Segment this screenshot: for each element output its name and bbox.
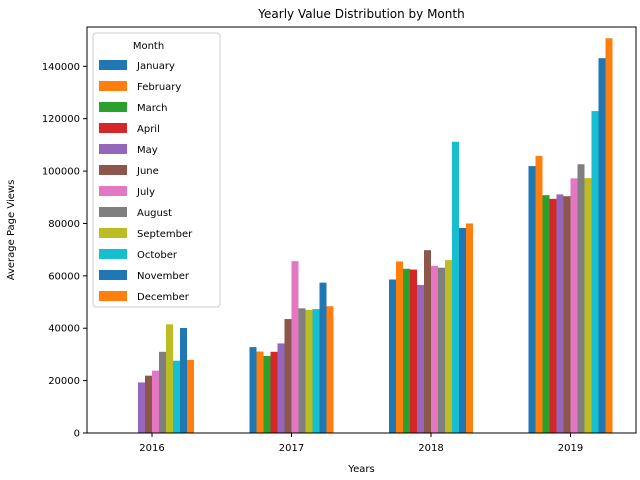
bar-march-2017 bbox=[263, 355, 271, 433]
legend: Month January February March April May June Jul… bbox=[92, 32, 221, 308]
bar-november-2017 bbox=[319, 282, 327, 433]
legend-label-march: March bbox=[137, 103, 167, 114]
bar-february-2018 bbox=[396, 261, 403, 433]
bar-november-2016 bbox=[180, 327, 187, 433]
bar-december-2019 bbox=[605, 38, 613, 433]
bar-november-2018 bbox=[459, 227, 466, 433]
bar-may-2018 bbox=[417, 285, 424, 433]
legend-label-january: January bbox=[136, 61, 175, 72]
legend-label-may: May bbox=[137, 145, 158, 156]
bar-june-2019 bbox=[563, 196, 571, 433]
bar-may-2019 bbox=[556, 194, 564, 433]
bar-february-2019 bbox=[535, 155, 543, 433]
legend-label-september: September bbox=[137, 229, 193, 240]
legend-label-february: February bbox=[137, 82, 181, 93]
chart-title: Yearly Value Distribution by Month bbox=[257, 7, 464, 21]
x-tick-label-2017: 2017 bbox=[279, 443, 304, 454]
legend-label-november: November bbox=[137, 271, 190, 282]
y-tick-label: 60000 bbox=[48, 271, 80, 282]
legend-frame bbox=[92, 32, 221, 308]
legend-title: Month bbox=[133, 41, 164, 52]
legend-label-april: April bbox=[137, 124, 160, 135]
bar-july-2019 bbox=[570, 178, 578, 433]
legend-swatch-july bbox=[99, 186, 127, 196]
legend-swatch-june bbox=[99, 165, 127, 175]
bar-september-2018 bbox=[445, 260, 452, 433]
y-axis: 0 20000 40000 60000 80000 100000 120000 140000 bbox=[42, 62, 87, 440]
bar-april-2017 bbox=[270, 351, 278, 433]
legend-swatch-august bbox=[99, 207, 127, 217]
legend-swatch-november bbox=[99, 270, 127, 280]
bar-august-2019 bbox=[577, 164, 585, 433]
y-tick-label: 0 bbox=[74, 429, 80, 440]
bar-march-2018 bbox=[403, 268, 410, 433]
bar-october-2016 bbox=[173, 360, 180, 433]
bar-july-2018 bbox=[431, 265, 438, 433]
bar-september-2017 bbox=[305, 309, 313, 433]
bar-september-2019 bbox=[584, 178, 592, 433]
legend-swatch-may bbox=[99, 144, 127, 154]
x-tick-label-2019: 2019 bbox=[558, 443, 583, 454]
plot-frame bbox=[86, 26, 637, 434]
bar-october-2019 bbox=[591, 111, 599, 433]
y-tick-label: 40000 bbox=[48, 324, 80, 335]
bar-august-2017 bbox=[298, 308, 306, 433]
bar-july-2017 bbox=[291, 261, 299, 433]
bar-september-2016 bbox=[166, 324, 173, 433]
legend-label-december: December bbox=[137, 292, 190, 303]
y-tick-label: 140000 bbox=[42, 62, 80, 73]
legend-swatch-september bbox=[99, 228, 127, 238]
bar-december-2016 bbox=[187, 359, 194, 433]
legend-swatch-january bbox=[99, 60, 127, 70]
bar-march-2019 bbox=[542, 195, 550, 433]
bar-may-2017 bbox=[277, 343, 285, 433]
bar-june-2018 bbox=[424, 250, 431, 433]
bar-june-2017 bbox=[284, 319, 292, 433]
bar-october-2017 bbox=[312, 309, 320, 433]
y-tick-label: 20000 bbox=[48, 376, 80, 387]
legend-label-july: July bbox=[136, 187, 155, 198]
bar-august-2018 bbox=[438, 267, 445, 433]
bar-october-2018 bbox=[452, 141, 459, 434]
legend-swatch-march bbox=[99, 102, 127, 112]
bar-june-2016 bbox=[145, 375, 152, 433]
y-tick-label: 120000 bbox=[42, 114, 80, 125]
bar-august-2016 bbox=[159, 351, 166, 433]
legend-label-june: June bbox=[136, 166, 159, 177]
legend-swatch-october bbox=[99, 249, 127, 259]
y-tick-label: 100000 bbox=[42, 167, 80, 178]
bar-april-2019 bbox=[549, 198, 557, 433]
legend-swatch-december bbox=[99, 291, 127, 301]
legend-swatch-february bbox=[99, 81, 127, 91]
y-tick-label: 80000 bbox=[48, 219, 80, 230]
bar-july-2016 bbox=[152, 370, 159, 433]
legend-label-october: October bbox=[137, 250, 178, 261]
bars-group bbox=[138, 38, 613, 434]
bar-february-2017 bbox=[256, 351, 264, 433]
bar-january-2019 bbox=[528, 166, 536, 433]
bar-december-2017 bbox=[326, 306, 334, 433]
bar-november-2019 bbox=[598, 58, 606, 434]
x-axis: 2016 2017 2018 2019 bbox=[139, 433, 583, 454]
bar-may-2016 bbox=[138, 382, 145, 433]
x-tick-label-2018: 2018 bbox=[418, 443, 443, 454]
bar-january-2017 bbox=[249, 347, 257, 433]
bar-january-2018 bbox=[389, 279, 396, 433]
x-tick-label-2016: 2016 bbox=[139, 443, 164, 454]
bar-december-2018 bbox=[466, 223, 473, 433]
legend-label-august: August bbox=[137, 208, 172, 219]
legend-swatch-april bbox=[99, 123, 127, 133]
y-axis-label: Average Page Views bbox=[6, 180, 17, 281]
x-axis-label: Years bbox=[347, 464, 374, 475]
bar-april-2018 bbox=[410, 269, 417, 433]
